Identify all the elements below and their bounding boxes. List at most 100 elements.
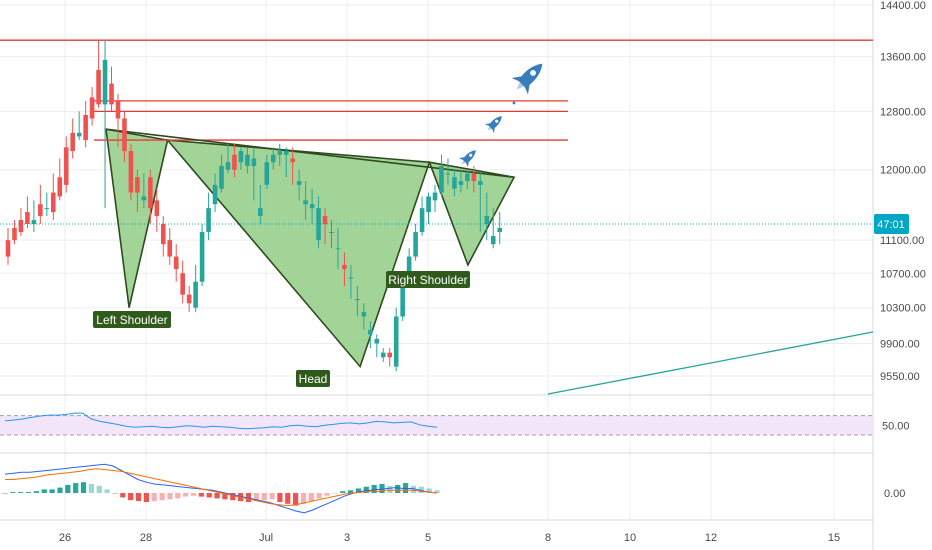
pattern-labels: Left Shoulder Head Right Shoulder: [93, 271, 470, 387]
time-axis[interactable]: 26 28 Jul 3 5 8 10 12 15: [59, 532, 840, 544]
candle-up: [368, 329, 373, 335]
price-pane[interactable]: Left Shoulder Head Right Shoulder: [0, 39, 874, 395]
uptrend-line[interactable]: [547, 331, 874, 395]
rocket-fin: [492, 126, 495, 134]
macd-histogram-bar: [175, 493, 181, 499]
macd-histogram-bar: [183, 493, 189, 497]
macd-histogram-bar: [112, 493, 118, 494]
macd-histogram-bar: [308, 493, 314, 502]
candle-up: [355, 298, 360, 300]
macd-histogram-bar: [73, 483, 79, 493]
candle-up: [497, 228, 503, 233]
candle-up: [76, 132, 82, 137]
right-shoulder-text: Right Shoulder: [388, 273, 467, 287]
candle-down: [96, 70, 101, 105]
macd-histogram-bar: [300, 493, 307, 504]
resistance-lines[interactable]: [0, 39, 873, 141]
candle-down: [63, 147, 69, 185]
price-tick-label: 11100.00: [880, 235, 924, 247]
price-axis-bg: [874, 0, 932, 550]
candle-down: [167, 240, 173, 257]
neckline[interactable]: [105, 128, 515, 179]
macd-histogram-bar: [316, 493, 322, 499]
rocket-window: [469, 153, 473, 157]
rocket-body: [518, 63, 543, 88]
rocket-icon: [484, 116, 502, 134]
candle-up: [335, 248, 341, 250]
price-tick-label: 12000.00: [880, 165, 926, 177]
candle-up: [413, 232, 418, 257]
macd-histogram-bar: [128, 493, 134, 501]
time-tick-label: 3: [344, 532, 350, 544]
candle-down: [186, 294, 192, 304]
candle-down: [5, 240, 11, 257]
rocket-flame: [487, 126, 492, 131]
candle-up: [44, 208, 50, 210]
candle-down: [18, 220, 24, 233]
rsi-line: [4, 412, 438, 430]
candle-down: [342, 264, 347, 270]
candle-up: [426, 196, 431, 213]
pattern-triangle: [165, 139, 431, 369]
macd-histogram-bar: [348, 490, 354, 493]
candle-up: [361, 312, 367, 317]
time-tick-label: 26: [59, 532, 71, 544]
time-tick-label: 10: [624, 532, 636, 544]
head-label: Head: [296, 370, 330, 387]
rocket-body: [462, 150, 476, 164]
rocket-window: [495, 119, 499, 123]
price-axis[interactable]: 14400.00 13600.00 12800.00 12000.00 11100.00…: [874, 0, 932, 550]
candle-up: [31, 220, 37, 224]
candle-down: [128, 151, 134, 193]
rocket-flame: [461, 160, 466, 165]
candle-down: [70, 132, 75, 152]
macd-histogram-bar: [33, 491, 40, 493]
rocket-flame: [516, 82, 524, 90]
candle-down: [154, 200, 160, 217]
macd-histogram-bar: [293, 493, 299, 506]
rocket-window: [530, 70, 536, 76]
rocket-fin: [466, 160, 469, 168]
macd-pane[interactable]: [2, 463, 440, 514]
candle-up: [374, 338, 380, 344]
macd-histogram-bar: [80, 482, 87, 493]
left-shoulder-label-bg: [93, 311, 171, 328]
time-tick-label: 15: [828, 532, 840, 544]
macd-histogram-bar: [340, 491, 346, 493]
head-label-bg: [296, 370, 330, 387]
neckline-segment: [105, 128, 515, 179]
candle-down: [148, 177, 153, 209]
macd-histogram-bar: [41, 489, 47, 493]
macd-histogram-bar: [206, 493, 212, 498]
candle-down: [122, 118, 127, 152]
time-tick-label: 12: [705, 532, 717, 544]
candle-down: [38, 204, 43, 217]
candle-up: [225, 162, 231, 170]
macd-histogram-bar: [332, 493, 338, 494]
candle-up: [419, 208, 425, 233]
macd-histogram-bar: [214, 493, 220, 499]
macd-histogram-bar: [57, 487, 63, 493]
candle-down: [232, 154, 237, 170]
candle-up: [102, 59, 108, 105]
candle-down: [173, 256, 179, 270]
candle-up: [212, 184, 218, 205]
candle-up: [251, 158, 257, 166]
macd-histogram-bar: [269, 493, 275, 500]
candle-up: [452, 177, 457, 189]
macd-histogram-bar: [363, 486, 369, 493]
rsi-pane[interactable]: [0, 412, 873, 436]
left-shoulder-label: Left Shoulder: [93, 311, 171, 328]
candle-up: [380, 352, 386, 358]
candle-up: [245, 154, 250, 166]
head-text: Head: [299, 372, 328, 386]
macd-histogram-bar: [25, 492, 32, 493]
rocket-fin: [458, 157, 466, 160]
macd-histogram-bar: [277, 493, 283, 502]
candle-down: [50, 192, 56, 213]
candle-up: [439, 165, 444, 193]
right-shoulder-label: Right Shoulder: [386, 271, 470, 288]
macd-histogram-bar: [104, 489, 110, 493]
candle-up: [270, 154, 276, 163]
